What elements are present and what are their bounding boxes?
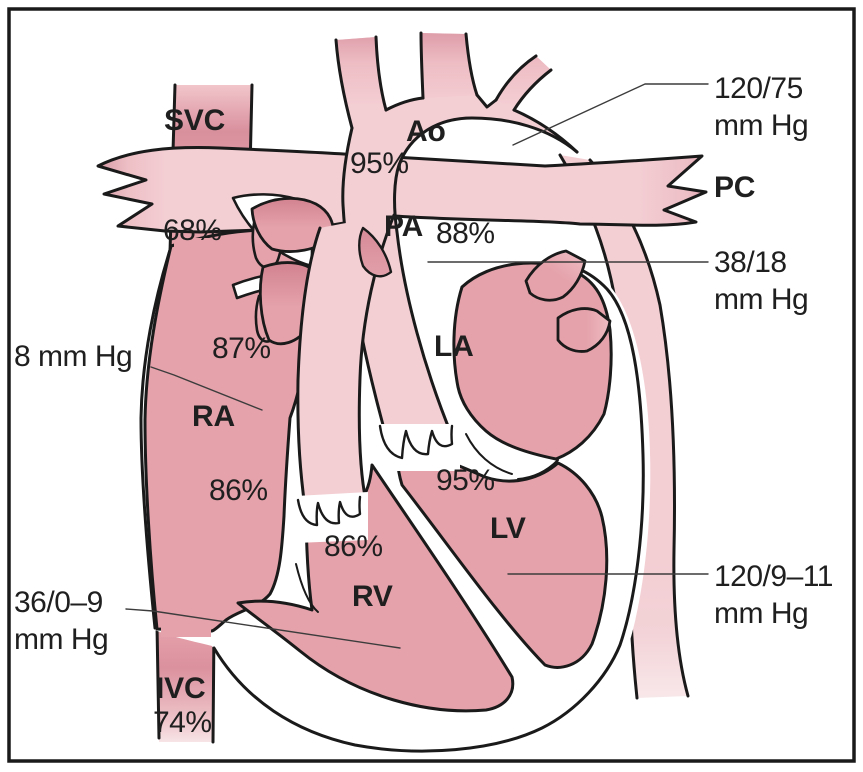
- svc-ra-junction: [174, 238, 244, 256]
- left-atrium-shape: [452, 249, 613, 461]
- pa-bifurcation-wedge: [358, 226, 393, 278]
- ivc-saturation: 74%: [153, 706, 212, 739]
- lv-saturation: 95%: [436, 464, 495, 497]
- lv-pressure-unit: mm Hg: [714, 597, 809, 630]
- ivc-vessel: [155, 624, 216, 744]
- lv-label: LV: [490, 512, 526, 545]
- pa-pressure-value: 38/18: [714, 246, 787, 279]
- mitral-leaflet-posterior: [517, 459, 559, 480]
- pa-label: PA: [384, 210, 424, 243]
- lv-pressure: 120/9–11 mm Hg: [714, 558, 833, 632]
- aortic-arch: [334, 31, 579, 471]
- arch-branch-2: [421, 33, 477, 98]
- svc-label: SVC: [164, 104, 226, 137]
- rv-pressure-unit: mm Hg: [14, 623, 109, 656]
- rv-pressure: 36/0–9 mm Hg: [14, 584, 109, 658]
- ra-saturation: 86%: [209, 474, 268, 507]
- rv-pressure-leader: [125, 608, 401, 649]
- aorta-pressure-unit: mm Hg: [714, 109, 809, 142]
- ra-saturation-inflow: 87%: [212, 332, 271, 365]
- pulmonic-valve-cusps: [296, 495, 362, 527]
- ivc-label: IVC: [156, 672, 206, 705]
- pc-label: PC: [714, 171, 756, 204]
- pa-pressure: 38/18 mm Hg: [714, 244, 809, 318]
- rv-pressure-value: 36/0–9: [14, 586, 103, 619]
- la-label: LA: [434, 330, 474, 363]
- aorta-pressure: 120/75 mm Hg: [714, 70, 809, 144]
- pulmonary-vein-stub-lower: [556, 307, 612, 353]
- tricuspid-leaflet: [295, 563, 319, 613]
- aorta-label: Ao: [406, 115, 446, 148]
- mitral-leaflet-anterior: [465, 433, 513, 475]
- leader-lines: [125, 83, 709, 649]
- rv-saturation: 86%: [324, 530, 383, 563]
- pulmonary-trunk: [296, 213, 396, 543]
- pa-pressure-unit: mm Hg: [714, 283, 809, 316]
- left-ventricle-shape: [396, 452, 609, 669]
- rv-label: RV: [352, 580, 393, 613]
- aortic-valve-gap: [378, 424, 460, 471]
- pulmonary-vein-stub-upper: [524, 249, 587, 302]
- svc-saturation: 68%: [163, 214, 222, 247]
- valve-leaflets: [295, 433, 559, 613]
- pa-saturation: 88%: [436, 217, 495, 250]
- arch-branch-3: [496, 56, 551, 110]
- aorta-pressure-leader: [512, 83, 709, 146]
- pulmonic-valve-gap: [296, 492, 368, 543]
- aorta-saturation: 95%: [350, 147, 409, 180]
- ivc-ra-junction: [161, 621, 211, 637]
- arch-branch-1: [336, 37, 386, 128]
- ra-label: RA: [192, 400, 235, 433]
- ra-pressure-leader: [150, 366, 263, 411]
- ra-pressure: 8 mm Hg: [14, 340, 133, 373]
- aorta-pressure-value: 120/75: [714, 72, 803, 105]
- lv-pressure-value: 120/9–11: [714, 560, 833, 593]
- aortic-valve-cusps: [378, 424, 454, 460]
